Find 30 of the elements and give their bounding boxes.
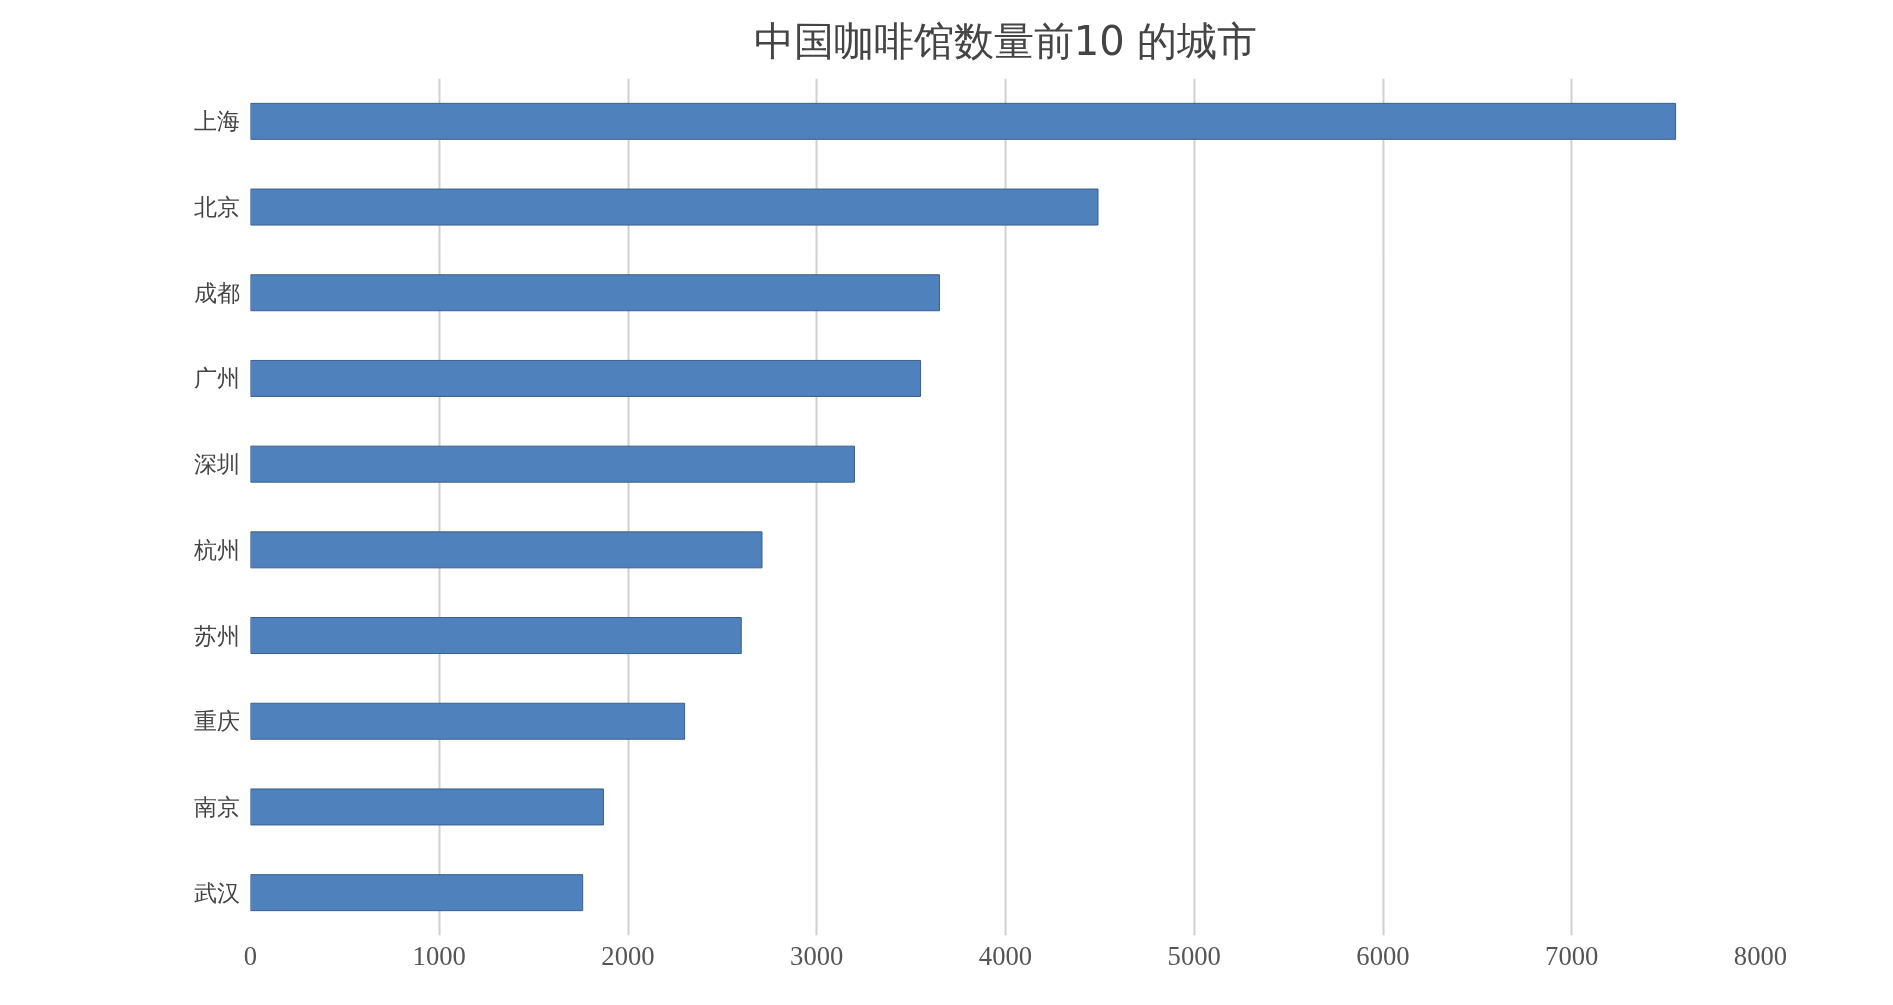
- x-tick-label: 1000: [412, 940, 466, 971]
- bar: [250, 188, 1099, 226]
- y-tick-label: 杭州: [192, 536, 240, 563]
- x-tick-label: 3000: [790, 940, 844, 971]
- bar: [250, 359, 922, 397]
- bar: [250, 102, 1677, 140]
- bar: [250, 531, 763, 569]
- y-tick-label: 成都: [193, 279, 240, 306]
- y-tick-label: 北京: [193, 194, 240, 221]
- y-tick-label: 重庆: [193, 708, 240, 735]
- x-tick-label: 0: [243, 940, 258, 971]
- bar: [250, 617, 742, 655]
- bar: [250, 445, 855, 483]
- chart-title: 中国咖啡馆数量前10 的城市: [753, 17, 1258, 64]
- y-tick-label: 深圳: [193, 451, 240, 478]
- x-tick-label: 2000: [601, 940, 655, 971]
- y-tick-label: 南京: [193, 793, 240, 820]
- x-tick-label: 7000: [1545, 940, 1599, 971]
- y-tick-label: 武汉: [193, 879, 240, 906]
- bar: [250, 274, 940, 312]
- bar: [250, 788, 604, 826]
- y-tick-label: 苏州: [193, 622, 240, 649]
- x-tick-label: 8000: [1733, 940, 1788, 971]
- x-tick-label: 5000: [1167, 940, 1221, 971]
- bar: [250, 702, 686, 740]
- x-tick-label: 6000: [1356, 940, 1410, 971]
- y-tick-label: 上海: [193, 108, 240, 135]
- y-tick-label: 广州: [193, 365, 240, 392]
- bar: [250, 874, 584, 912]
- x-tick-label: 4000: [978, 940, 1033, 971]
